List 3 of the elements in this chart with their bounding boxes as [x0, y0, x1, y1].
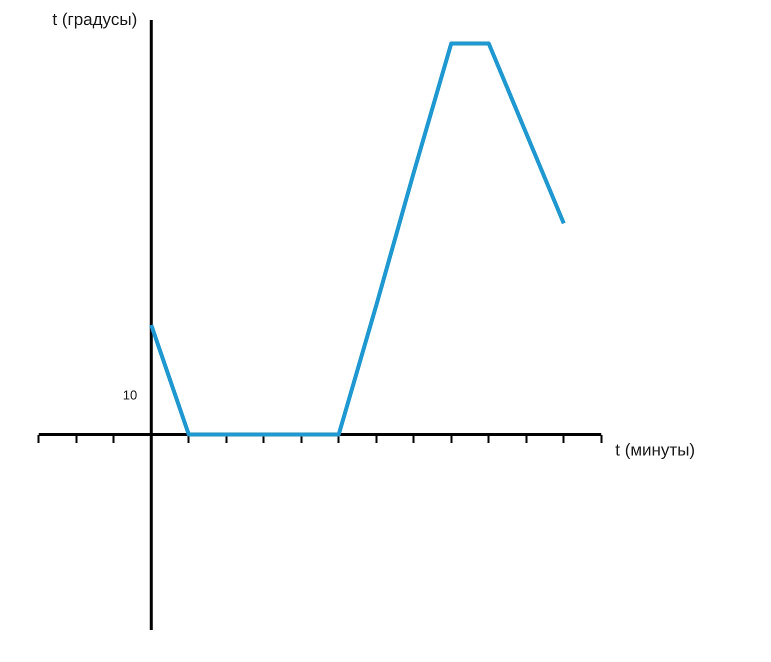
x-axis-title: t (минуты)	[615, 440, 696, 460]
y-axis-title: t (градусы)	[52, 10, 138, 29]
annotation: 10	[122, 387, 138, 402]
